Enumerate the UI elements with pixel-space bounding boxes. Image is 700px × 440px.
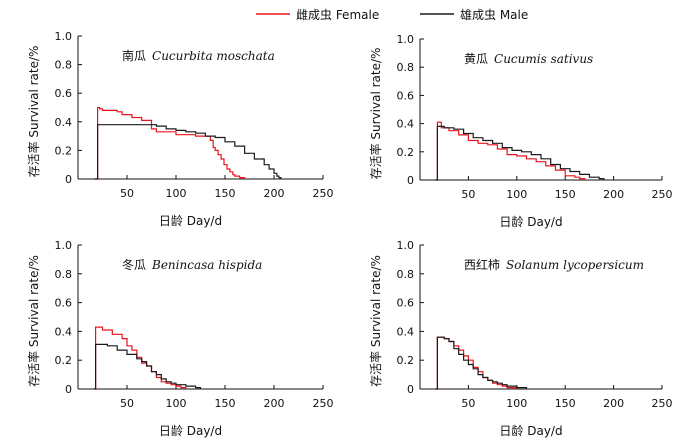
- y-tick-label: 1.0: [397, 33, 415, 46]
- x-axis-label: 日龄 Day/d: [499, 215, 562, 229]
- x-axis-label: 日龄 Day/d: [159, 214, 222, 228]
- panel-wax-gourd: 0 0.2 0.4 0.6 0.8 1.0 50 100 150 200 250 日龄 Day/d 存活…: [26, 239, 334, 438]
- y-tick-label: 0.8: [397, 268, 415, 281]
- x-tick-label: 150: [555, 397, 576, 410]
- y-tick-label: 0.4: [55, 325, 73, 338]
- x-tick-label: 150: [555, 188, 576, 201]
- x-tick-label: 50: [461, 397, 475, 410]
- x-tick-label: 50: [120, 397, 134, 410]
- panel-title-cn: 南瓜: [122, 48, 146, 63]
- y-tick-label: 1.0: [55, 239, 73, 252]
- y-axis-label: 存活率 Survival rate/%: [26, 46, 41, 178]
- panel-pumpkin: 0 0.2 0.4 0.6 0.8 1.0 50 100 150 200 250 日龄 Day/d 存活…: [26, 30, 334, 228]
- x-axis-label: 日龄 Day/d: [159, 424, 222, 438]
- female-survival-line: [435, 121, 586, 181]
- female-survival-line: [435, 336, 518, 390]
- legend-male-label: 雄成虫 Male: [460, 7, 528, 22]
- x-tick-label: 200: [603, 397, 624, 410]
- panel-tomato: 0 0.2 0.4 0.6 0.8 1.0 50 100 150 200 250 日龄 Day/d 存活…: [368, 239, 673, 438]
- y-tick-label: 0: [65, 383, 72, 396]
- x-tick-label: 250: [652, 397, 673, 410]
- female-survival-line: [94, 106, 246, 180]
- y-tick-label: 0.6: [397, 89, 415, 102]
- male-survival-line: [435, 336, 528, 390]
- x-tick-label: 200: [603, 188, 624, 201]
- y-tick-label: 0.4: [397, 325, 415, 338]
- y-tick-label: 0.4: [397, 118, 415, 131]
- x-tick-label: 100: [166, 187, 187, 200]
- x-tick-label: 250: [313, 397, 334, 410]
- panel-title: 南瓜 Cucurbita moschata: [122, 48, 275, 63]
- x-tick-label: 200: [264, 187, 285, 200]
- y-tick-label: 0.2: [397, 146, 415, 159]
- x-tick-label: 50: [120, 187, 134, 200]
- x-tick-label: 100: [506, 188, 527, 201]
- y-tick-label: 0: [407, 174, 414, 187]
- panel-title: 黄瓜 Cucumis sativus: [464, 52, 593, 66]
- panel-title-cn: 西红柿: [464, 257, 500, 272]
- male-survival-line: [94, 124, 282, 180]
- x-tick-label: 150: [215, 397, 236, 410]
- y-tick-label: 0.6: [55, 297, 73, 310]
- x-axis-label: 日龄 Day/d: [499, 424, 562, 438]
- y-tick-label: 0.4: [55, 116, 73, 129]
- panel-title: 冬瓜 Benincasa hispida: [122, 257, 262, 272]
- y-tick-label: 0.8: [397, 61, 415, 74]
- x-tick-label: 50: [461, 188, 475, 201]
- panel-title-cn: 黄瓜: [464, 52, 488, 66]
- y-axis-label: 存活率 Survival rate/%: [26, 255, 41, 387]
- y-tick-label: 0.2: [55, 144, 73, 157]
- panel-title-latin: Cucurbita moschata: [152, 49, 275, 63]
- x-tick-label: 150: [215, 187, 236, 200]
- panel-title: 西红柿 Solanum lycopersicum: [464, 257, 644, 272]
- male-survival-line: [435, 125, 605, 181]
- x-tick-label: 250: [313, 187, 334, 200]
- legend-female-label: 雌成虫 Female: [296, 7, 379, 22]
- y-tick-label: 0.6: [397, 297, 415, 310]
- y-tick-label: 1.0: [55, 30, 73, 43]
- panel-title-latin: Benincasa hispida: [151, 258, 262, 272]
- y-axis-label: 存活率 Survival rate/%: [368, 255, 383, 387]
- y-tick-label: 0.8: [55, 268, 73, 281]
- y-axis-label: 存活率 Survival rate/%: [368, 48, 383, 180]
- y-tick-label: 0.2: [397, 354, 415, 367]
- y-tick-label: 0.6: [55, 87, 73, 100]
- y-tick-label: 0.2: [55, 354, 73, 367]
- x-tick-label: 100: [166, 397, 187, 410]
- y-tick-label: 0: [65, 173, 72, 186]
- x-tick-label: 250: [652, 188, 673, 201]
- panel-title-latin: Solanum lycopersicum: [506, 258, 644, 272]
- legend: 雌成虫 Female 雄成虫 Male: [256, 7, 528, 22]
- panel-cucumber: 0 0.2 0.4 0.6 0.8 1.0 50 100 150 200 250 日龄 Day/d 存活…: [368, 33, 673, 229]
- x-tick-label: 200: [264, 397, 285, 410]
- panel-title-cn: 冬瓜: [122, 257, 146, 272]
- female-survival-line: [93, 326, 187, 390]
- x-tick-label: 100: [506, 397, 527, 410]
- y-tick-label: 0.8: [55, 59, 73, 72]
- panel-title-latin: Cucumis sativus: [494, 52, 593, 66]
- y-tick-label: 0: [407, 383, 414, 396]
- y-tick-label: 1.0: [397, 239, 415, 252]
- male-survival-line: [93, 343, 202, 390]
